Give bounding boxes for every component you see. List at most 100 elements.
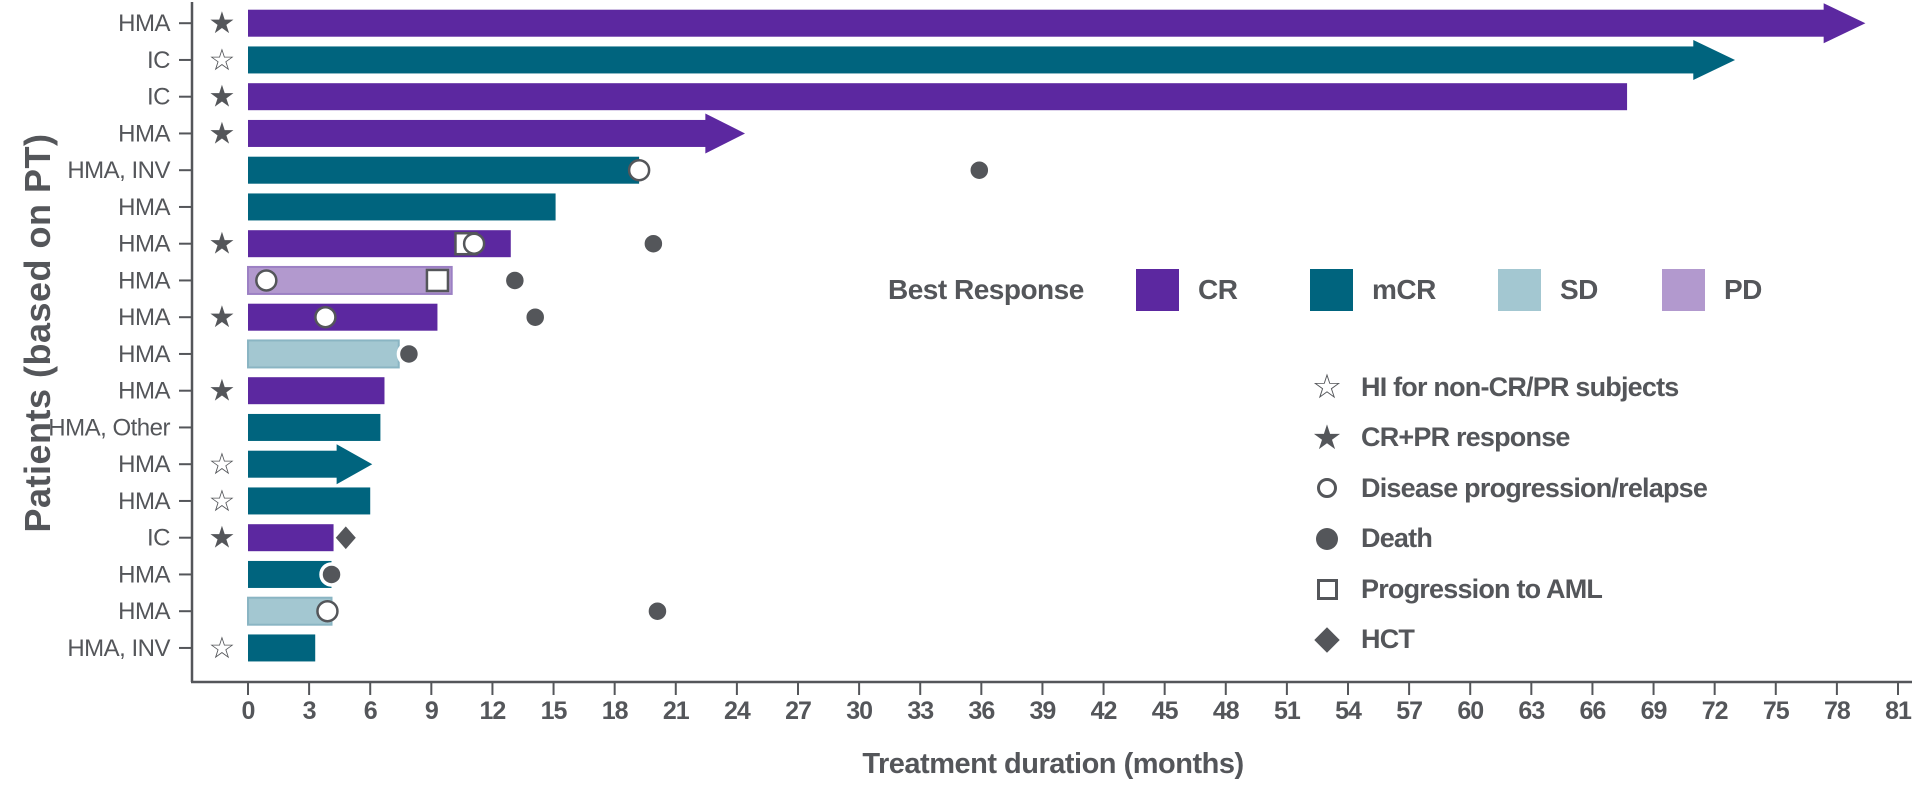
- legend-label-sd: SD: [1560, 274, 1598, 305]
- star-filled-icon: ★: [209, 300, 236, 335]
- star-open-icon: ☆: [209, 484, 236, 519]
- treatment-bar: [248, 9, 1825, 37]
- hct-marker: [333, 524, 358, 552]
- symbol-legend-label: CR+PR response: [1361, 422, 1570, 453]
- treatment-bar: [248, 487, 371, 515]
- best-response-legend-title: Best Response: [888, 274, 1084, 305]
- x-tick-label: 66: [1580, 697, 1606, 725]
- legend-label-mcr: mCR: [1372, 274, 1436, 305]
- patient-row-label: HMA: [118, 304, 170, 331]
- death-marker: [645, 598, 670, 624]
- treatment-bar: [248, 156, 640, 184]
- legend-swatch-sd: [1498, 269, 1541, 311]
- treatment-bar: [248, 560, 332, 588]
- death-marker: [396, 341, 422, 367]
- x-tick-label: 9: [425, 697, 438, 725]
- x-axis-title: Treatment duration (months): [862, 748, 1244, 780]
- x-tick-label: 15: [541, 697, 568, 725]
- x-tick-label: 30: [846, 697, 872, 725]
- patient-row-label: HMA: [118, 598, 170, 625]
- symbol-legend-item: HCT: [1302, 615, 1707, 666]
- x-tick-label: 36: [968, 697, 994, 725]
- treatment-bar: [248, 303, 438, 331]
- symbol-legend-label: Disease progression/relapse: [1361, 472, 1708, 503]
- aml-progression-marker: [425, 268, 450, 293]
- x-tick-label: 63: [1518, 697, 1544, 725]
- patient-row-label: HMA: [118, 561, 170, 588]
- y-axis-title: Patients (based on PT): [17, 133, 58, 533]
- death-marker: [641, 231, 666, 256]
- symbol-legend-item: Disease progression/relapse: [1302, 463, 1708, 514]
- patient-row-label: HMA: [118, 267, 170, 294]
- x-tick-label: 24: [724, 697, 751, 725]
- diamond-filled-icon: [1314, 627, 1340, 653]
- x-tick-label: 45: [1152, 697, 1179, 725]
- star-open-icon: ☆: [209, 43, 236, 78]
- treatment-bar: [248, 193, 556, 221]
- death-marker: [319, 562, 344, 587]
- x-tick-label: 33: [907, 697, 933, 725]
- treatment-bar: [248, 634, 316, 662]
- patient-row-label: HMA, Other: [48, 414, 170, 441]
- treatment-bar: [248, 413, 381, 441]
- treatment-bar: [247, 265, 453, 295]
- patient-row-label: IC: [147, 47, 170, 74]
- treatment-bar: [248, 46, 1695, 74]
- x-tick-label: 18: [602, 697, 629, 725]
- treatment-bar: [248, 450, 338, 478]
- disease-progression-marker: [462, 232, 486, 255]
- patient-row-label: HMA: [118, 231, 170, 258]
- ongoing-arrow: [1693, 39, 1736, 80]
- circle-filled-icon: [1316, 527, 1338, 550]
- star-filled-icon: ★: [209, 374, 236, 409]
- death-marker: [522, 304, 548, 330]
- symbol-legend-label: HI for non-CR/PR subjects: [1361, 371, 1679, 402]
- ongoing-arrow: [336, 444, 373, 485]
- disease-progression-marker: [627, 158, 651, 182]
- star-filled-icon: ★: [209, 521, 236, 556]
- star-filled-icon: ★: [209, 6, 236, 41]
- patient-row-label: IC: [147, 84, 170, 111]
- star-open-icon: ☆: [209, 631, 236, 666]
- patient-row-label: IC: [147, 525, 170, 552]
- patient-row-label: HMA, INV: [67, 157, 170, 184]
- x-tick-label: 60: [1457, 697, 1483, 725]
- legend-swatch-cr: [1136, 269, 1179, 311]
- ongoing-arrow: [1823, 3, 1866, 44]
- star-filled-icon: ★: [209, 80, 236, 115]
- star-filled-icon: ★: [209, 227, 236, 262]
- treatment-bar: [248, 377, 385, 405]
- x-tick-label: 75: [1763, 697, 1790, 725]
- x-tick-label: 39: [1030, 697, 1056, 725]
- x-tick-label: 51: [1274, 697, 1301, 725]
- x-tick-label: 72: [1702, 697, 1728, 725]
- x-tick-label: 27: [785, 697, 811, 725]
- patient-row-label: HMA: [118, 488, 170, 515]
- patient-row-label: HMA, INV: [67, 635, 170, 662]
- ongoing-arrow: [705, 113, 746, 154]
- x-tick-label: 6: [364, 697, 377, 725]
- x-tick-label: 48: [1213, 697, 1240, 725]
- treatment-bar: [248, 83, 1628, 111]
- star-filled-icon: ★: [209, 116, 236, 151]
- legend-label-cr: CR: [1198, 274, 1238, 305]
- patient-row-label: HMA: [118, 451, 170, 478]
- square-open-icon: [1316, 578, 1338, 600]
- symbol-legend-label: Progression to AML: [1361, 573, 1603, 604]
- symbol-legend-item: ☆ HI for non-CR/PR subjects: [1302, 362, 1707, 413]
- symbol-legend-item: Death: [1302, 514, 1707, 565]
- patient-row-label: HMA: [118, 194, 170, 221]
- patient-row-label: HMA: [118, 341, 170, 368]
- star-open-icon: ☆: [209, 447, 236, 482]
- symbol-legend-item: Progression to AML: [1302, 564, 1707, 615]
- x-tick-label: 0: [242, 697, 255, 725]
- patient-row-label: HMA: [118, 378, 170, 405]
- patient-row-label: HMA: [118, 10, 170, 37]
- treatment-bar: [247, 339, 400, 369]
- x-tick-label: 78: [1824, 697, 1851, 725]
- legend-label-pd: PD: [1724, 274, 1762, 305]
- legend-swatch-mcr: [1310, 269, 1353, 311]
- symbol-legend-label: HCT: [1361, 624, 1415, 655]
